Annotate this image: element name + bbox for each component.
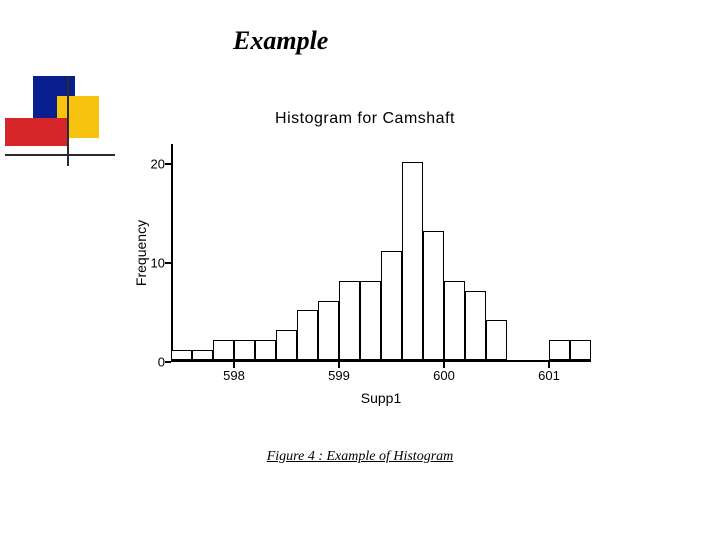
- histogram-bar: [255, 340, 276, 360]
- slide: Example Histogram for Camshaft Frequency…: [0, 0, 720, 540]
- x-tick-label: 601: [538, 368, 560, 383]
- x-tick-label: 598: [223, 368, 245, 383]
- y-tick: [165, 262, 171, 264]
- y-tick-label: 0: [135, 355, 165, 370]
- x-tick-label: 600: [433, 368, 455, 383]
- histogram-bar: [381, 251, 402, 360]
- y-tick: [165, 361, 171, 363]
- histogram-bar: [570, 340, 591, 360]
- y-axis-label: Frequency: [133, 220, 149, 286]
- plot-region: Frequency Supp1 01020598599600601: [171, 144, 601, 362]
- corner-logo: [5, 76, 115, 166]
- histogram-bar: [213, 340, 234, 360]
- y-tick: [165, 163, 171, 165]
- logo-line-vertical: [67, 76, 69, 166]
- histogram-bar: [360, 281, 381, 360]
- histogram-bar: [402, 162, 423, 360]
- figure-caption: Figure 4 : Example of Histogram: [0, 449, 720, 465]
- histogram-bar: [444, 281, 465, 360]
- logo-rect-red: [5, 118, 67, 146]
- histogram-bar: [234, 340, 255, 360]
- y-axis-line: [171, 144, 173, 362]
- histogram-bar: [549, 340, 570, 360]
- histogram-bar: [276, 330, 297, 360]
- logo-line-horizontal: [5, 154, 115, 156]
- histogram-chart: Histogram for Camshaft Frequency Supp1 0…: [125, 110, 605, 420]
- histogram-bar: [486, 320, 507, 360]
- histogram-bar: [192, 350, 213, 360]
- histogram-bar: [465, 291, 486, 360]
- chart-title: Histogram for Camshaft: [125, 110, 605, 128]
- histogram-bar: [171, 350, 192, 360]
- histogram-bar: [339, 281, 360, 360]
- histogram-bar: [318, 301, 339, 360]
- histogram-bar: [423, 231, 444, 360]
- histogram-bar: [297, 310, 318, 360]
- slide-title: Example: [233, 26, 328, 56]
- y-tick-label: 10: [135, 255, 165, 270]
- x-tick-label: 599: [328, 368, 350, 383]
- x-axis-label: Supp1: [361, 390, 401, 406]
- y-tick-label: 20: [135, 156, 165, 171]
